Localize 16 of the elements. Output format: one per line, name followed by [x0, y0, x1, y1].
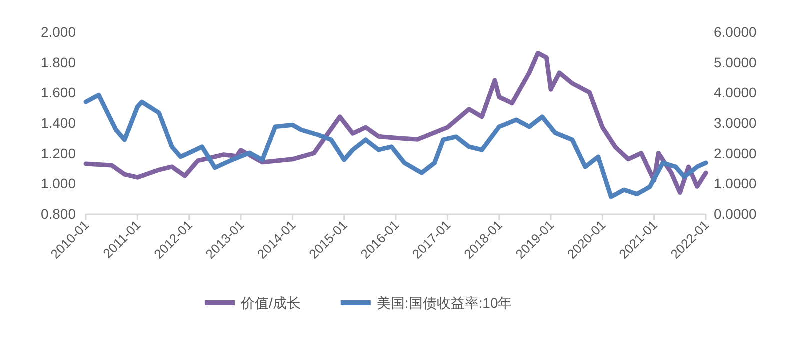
y-tick-label: 1.000: [40, 176, 76, 192]
y-tick-label: 2.000: [40, 24, 76, 40]
y-tick-label: 1.400: [40, 115, 76, 131]
legend-label: 美国:国债收益率:10年: [376, 295, 512, 311]
y2-tick-label: 0.0000: [714, 206, 758, 222]
y-tick-label: 1.800: [40, 54, 76, 70]
y-tick-label: 0.800: [40, 206, 76, 222]
y2-tick-label: 1.0000: [714, 176, 758, 192]
y2-tick-label: 3.0000: [714, 115, 758, 131]
legend-label: 价值/成长: [240, 295, 301, 311]
y2-tick-label: 4.0000: [714, 84, 758, 101]
y-tick-label: 1.600: [40, 84, 76, 101]
y2-tick-label: 5.0000: [714, 54, 758, 70]
y-tick-label: 1.200: [40, 145, 76, 162]
y2-tick-label: 6.0000: [714, 24, 758, 40]
y2-tick-label: 2.0000: [714, 145, 758, 162]
